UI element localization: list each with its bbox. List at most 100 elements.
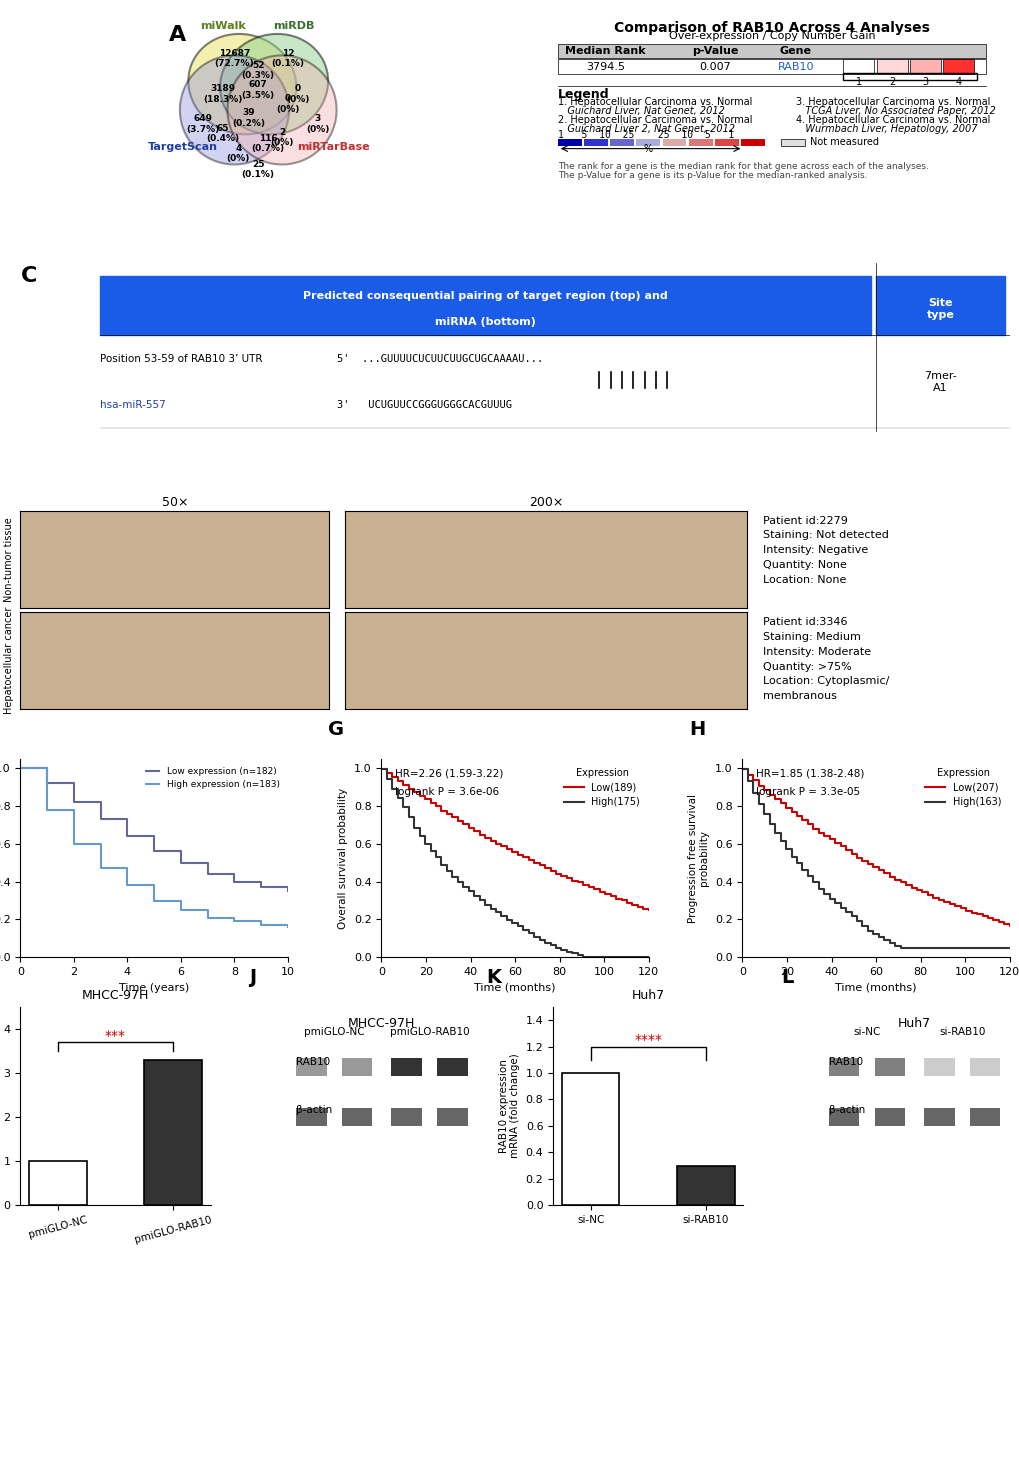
Text: β-actin: β-actin bbox=[828, 1105, 864, 1116]
Text: Median Rank: Median Rank bbox=[565, 47, 645, 56]
Text: RAB10: RAB10 bbox=[776, 62, 813, 72]
Text: pmiGLO-RAB10: pmiGLO-RAB10 bbox=[389, 1026, 469, 1036]
Text: L: L bbox=[781, 967, 793, 986]
Text: Non-tumor tissue: Non-tumor tissue bbox=[4, 517, 14, 602]
Text: Patient id:2279
Staining: Not detected
Intensity: Negative
Quantity: None
Locati: Patient id:2279 Staining: Not detected I… bbox=[762, 515, 888, 584]
Text: Position 53-59 of RAB10 3’ UTR: Position 53-59 of RAB10 3’ UTR bbox=[100, 354, 262, 364]
Text: Not measured: Not measured bbox=[809, 137, 878, 147]
FancyBboxPatch shape bbox=[341, 1058, 372, 1076]
Text: 12
(0.1%): 12 (0.1%) bbox=[271, 48, 305, 68]
Text: Legend: Legend bbox=[557, 88, 609, 101]
Text: 3794.5: 3794.5 bbox=[585, 62, 625, 72]
Text: miWalk: miWalk bbox=[200, 21, 246, 31]
Text: H: H bbox=[688, 719, 704, 738]
Text: 3'   UCUGUUCCGGGUGGGCACGUUUG: 3' UCUGUUCCGGGUGGGCACGUUUG bbox=[336, 399, 512, 410]
Text: Guichard Liver 2, Nat Genet, 2012: Guichard Liver 2, Nat Genet, 2012 bbox=[557, 123, 735, 134]
Text: Guichard Liver, Nat Genet, 2012: Guichard Liver, Nat Genet, 2012 bbox=[557, 106, 725, 116]
Text: Wurmbach Liver, Hepatology, 2007: Wurmbach Liver, Hepatology, 2007 bbox=[795, 123, 976, 134]
Ellipse shape bbox=[179, 56, 288, 164]
Text: hsa-miR-557: hsa-miR-557 bbox=[100, 399, 165, 410]
FancyBboxPatch shape bbox=[828, 1108, 859, 1126]
FancyBboxPatch shape bbox=[391, 1108, 422, 1126]
Text: 3
(0%): 3 (0%) bbox=[306, 115, 329, 134]
FancyBboxPatch shape bbox=[437, 1108, 467, 1126]
X-axis label: Time (months): Time (months) bbox=[474, 982, 555, 992]
Text: 12687
(72.7%): 12687 (72.7%) bbox=[214, 48, 254, 68]
Text: 7mer-
A1: 7mer- A1 bbox=[923, 371, 956, 392]
Text: 0
(0%): 0 (0%) bbox=[276, 94, 300, 113]
FancyBboxPatch shape bbox=[100, 276, 870, 336]
Text: miRTarBase: miRTarBase bbox=[297, 141, 370, 151]
FancyBboxPatch shape bbox=[875, 276, 1004, 336]
Text: Hepatocellular cancer: Hepatocellular cancer bbox=[4, 608, 14, 715]
Text: HR=2.26 (1.59-3.22): HR=2.26 (1.59-3.22) bbox=[394, 769, 502, 778]
Text: RAB10: RAB10 bbox=[296, 1057, 330, 1067]
Text: 2. Hepatocellular Carcinoma vs. Normal: 2. Hepatocellular Carcinoma vs. Normal bbox=[557, 115, 752, 125]
Text: 2: 2 bbox=[889, 78, 895, 87]
Bar bbox=[781, 138, 804, 145]
Text: ***: *** bbox=[105, 1029, 126, 1042]
Text: RAB10: RAB10 bbox=[828, 1057, 862, 1067]
X-axis label: Time (years): Time (years) bbox=[119, 982, 190, 992]
Text: logrank P = 3.6e-06: logrank P = 3.6e-06 bbox=[394, 787, 498, 797]
Text: Over-expression / Copy Number Gain: Over-expression / Copy Number Gain bbox=[668, 31, 874, 41]
Bar bbox=[145, 1060, 202, 1205]
Text: 25
(0.1%): 25 (0.1%) bbox=[242, 160, 274, 179]
Text: 52
(0.3%): 52 (0.3%) bbox=[242, 60, 274, 79]
Text: Site
type: Site type bbox=[925, 298, 954, 320]
Text: 0.007: 0.007 bbox=[698, 62, 730, 72]
Bar bbox=[688, 138, 712, 145]
Text: A: A bbox=[169, 25, 186, 44]
Legend: Low(207), High(163): Low(207), High(163) bbox=[920, 763, 1004, 812]
Text: TCGA Liver, No Associated Paper, 2012: TCGA Liver, No Associated Paper, 2012 bbox=[795, 106, 995, 116]
Text: J: J bbox=[249, 967, 256, 986]
Text: Comparison of RAB10 Across 4 Analyses: Comparison of RAB10 Across 4 Analyses bbox=[613, 21, 929, 35]
Text: The rank for a gene is the median rank for that gene across each of the analyses: The rank for a gene is the median rank f… bbox=[557, 161, 928, 170]
Bar bbox=[677, 1166, 734, 1205]
Legend: Low expression (n=182), High expression (n=183): Low expression (n=182), High expression … bbox=[143, 763, 283, 793]
X-axis label: Time (months): Time (months) bbox=[835, 982, 916, 992]
Text: 649
(3.7%): 649 (3.7%) bbox=[185, 115, 219, 134]
Text: logrank P = 3.3e-05: logrank P = 3.3e-05 bbox=[755, 787, 859, 797]
Text: Patient id:3346
Staining: Medium
Intensity: Moderate
Quantity: >75%
Location: Cy: Patient id:3346 Staining: Medium Intensi… bbox=[762, 617, 889, 702]
FancyBboxPatch shape bbox=[296, 1108, 326, 1126]
FancyBboxPatch shape bbox=[909, 59, 940, 75]
Ellipse shape bbox=[227, 56, 336, 164]
Bar bbox=[557, 138, 581, 145]
Text: 116
(0.7%): 116 (0.7%) bbox=[252, 134, 284, 153]
Text: 0
(0%): 0 (0%) bbox=[286, 84, 310, 104]
FancyBboxPatch shape bbox=[874, 1058, 904, 1076]
Text: HR=1.85 (1.38-2.48): HR=1.85 (1.38-2.48) bbox=[755, 769, 863, 778]
Text: TargetScan: TargetScan bbox=[148, 141, 218, 151]
Text: 1. Hepatocellular Carcinoma vs. Normal: 1. Hepatocellular Carcinoma vs. Normal bbox=[557, 97, 752, 107]
FancyBboxPatch shape bbox=[557, 44, 985, 59]
FancyBboxPatch shape bbox=[296, 1058, 326, 1076]
Bar bbox=[636, 138, 659, 145]
FancyBboxPatch shape bbox=[874, 1108, 904, 1126]
Text: 3189
(18.3%): 3189 (18.3%) bbox=[203, 84, 242, 104]
Text: ****: **** bbox=[634, 1033, 661, 1047]
FancyBboxPatch shape bbox=[828, 1058, 859, 1076]
Y-axis label: Overall survival probability: Overall survival probability bbox=[338, 787, 348, 929]
Text: 2
(0%): 2 (0%) bbox=[270, 128, 293, 147]
Text: p-Value: p-Value bbox=[691, 47, 738, 56]
Title: MHCC-97H: MHCC-97H bbox=[82, 988, 149, 1001]
Y-axis label: RAB10 expression
mRNA (fold change): RAB10 expression mRNA (fold change) bbox=[498, 1054, 520, 1158]
Legend: Low(189), High(175): Low(189), High(175) bbox=[559, 763, 643, 812]
Text: MHCC-97H: MHCC-97H bbox=[347, 1017, 415, 1029]
Text: Huh7: Huh7 bbox=[897, 1017, 930, 1029]
Text: 1   5  10  25    25  10  5   1: 1 5 10 25 25 10 5 1 bbox=[557, 129, 734, 139]
Bar bbox=[584, 138, 607, 145]
Text: β-actin: β-actin bbox=[296, 1105, 332, 1116]
Ellipse shape bbox=[189, 34, 297, 135]
Bar bbox=[29, 1161, 87, 1205]
FancyBboxPatch shape bbox=[923, 1108, 954, 1126]
FancyBboxPatch shape bbox=[875, 59, 907, 75]
FancyBboxPatch shape bbox=[843, 59, 873, 75]
FancyBboxPatch shape bbox=[437, 1058, 467, 1076]
Text: %: % bbox=[643, 144, 652, 154]
Ellipse shape bbox=[220, 34, 328, 135]
Text: 4: 4 bbox=[955, 78, 961, 87]
Title: Huh7: Huh7 bbox=[631, 988, 664, 1001]
Text: miRDB: miRDB bbox=[273, 21, 314, 31]
